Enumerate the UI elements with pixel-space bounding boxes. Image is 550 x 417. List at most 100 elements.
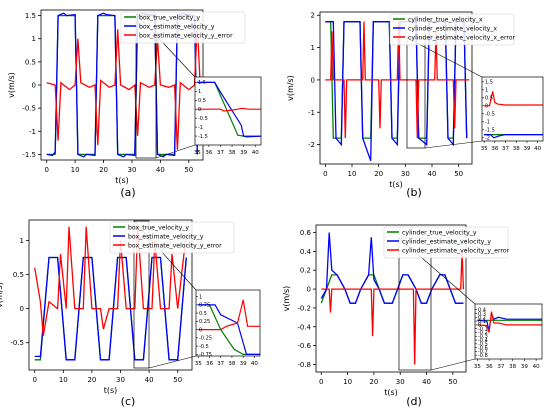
- x-axis-label: t(s): [389, 180, 403, 189]
- y-axis-label: v(m/s): [286, 75, 295, 101]
- x-tick-label: 0: [32, 376, 36, 384]
- inset-x-tick-label: 36: [491, 146, 498, 152]
- inset-y-tick-label: 0: [198, 107, 201, 113]
- y-tick-label: 1: [32, 35, 36, 43]
- inset-series-line-2: [198, 299, 260, 331]
- inset-x-tick-label: 39: [523, 146, 530, 152]
- inset-series-line-1: [484, 134, 543, 139]
- inset-y-tick-label: 0.2: [478, 315, 486, 321]
- inset-y-tick-label: 0: [199, 327, 202, 333]
- x-tick-label: 30: [116, 376, 125, 384]
- panel-caption: (a): [120, 186, 135, 199]
- legend-label: box_true_velocity_y: [128, 225, 189, 232]
- inset-series-line-1: [198, 304, 260, 355]
- legend-box: [120, 11, 246, 44]
- inset-y-tick-label: -2: [485, 136, 490, 142]
- inset-y-tick-label: -1.5: [485, 128, 495, 134]
- inset-x-tick-label: 35: [195, 361, 202, 367]
- inset-y-tick-label: 0.3: [478, 311, 486, 317]
- inset-y-tick-label: -0.1: [478, 326, 488, 332]
- zoom-connector: [424, 140, 483, 149]
- plot-frame: [28, 219, 193, 371]
- inset-series-line-2: [197, 107, 261, 112]
- inset-x-tick-label: 36: [486, 364, 493, 370]
- legend-label: cylinder_estimate_velocity_y: [402, 239, 491, 246]
- x-tick-label: 40: [422, 378, 431, 386]
- legend-box: [109, 221, 235, 254]
- x-tick-label: 30: [401, 170, 410, 178]
- y-axis-label: v(m/s): [7, 72, 16, 98]
- y-tick-label: -0.8: [297, 361, 311, 369]
- legend-label: box_estimate_velocity_y_error: [139, 33, 233, 40]
- legend-label: box_estimate_velocity_y: [128, 234, 204, 241]
- inset-y-tick-label: -1.5: [198, 134, 208, 140]
- panel-caption: (c): [121, 395, 136, 408]
- series-line-1: [320, 232, 464, 304]
- inset-x-tick-label: 39: [240, 361, 247, 367]
- series-line-1: [46, 12, 198, 158]
- legend: box_true_velocity_y box_estimate_velocity…: [109, 221, 235, 254]
- y-tick-label: 0.6: [300, 229, 312, 237]
- x-tick-label: 10: [348, 170, 357, 178]
- y-tick-label: -0.6: [297, 342, 311, 350]
- inset-frame: [474, 303, 543, 360]
- zoom-connector: [430, 358, 476, 371]
- chart-panel-3: 0 10 20 30 40 50-0.8-0.6-0.4-0.200.20.40.6t(s…: [282, 224, 543, 408]
- y-tick-label: -0.5: [10, 339, 24, 347]
- legend: box_true_velocity_y box_estimate_velocity…: [120, 11, 246, 44]
- inset-y-tick-label: 1: [199, 294, 202, 300]
- chart-panel-1: 0 10 20 30 40 50-2-1012t(s)v(m/s)cylinder_tru…: [286, 11, 544, 199]
- inset-background: [482, 77, 543, 141]
- x-axis-label: t(s): [104, 386, 118, 395]
- y-tick-label: 0.5: [25, 58, 36, 66]
- y-tick-label: 1: [20, 237, 24, 245]
- inset-y-tick-label: -0.5: [485, 112, 495, 118]
- inset-plot: 35 36 37 38 39 40 1.5 1 0.5 0 -0.5 -1 -1.5 -2: [481, 76, 544, 152]
- legend-label: box_true_velocity_y: [139, 15, 200, 22]
- inset-y-tick-label: 1.5: [485, 80, 493, 86]
- y-tick-label: 0.2: [300, 267, 311, 275]
- y-tick-label: -1.5: [22, 151, 36, 159]
- x-tick-label: 20: [374, 170, 383, 178]
- series-line-2: [34, 226, 187, 337]
- y-axis-label: v(m/s): [0, 282, 4, 308]
- inset-background: [475, 304, 542, 359]
- inset-y-tick-label: 0.25: [199, 319, 210, 325]
- y-tick-label: 0: [32, 82, 36, 90]
- y-tick-label: 0: [20, 305, 24, 313]
- plot-frame: [315, 224, 467, 373]
- zoom-connector: [148, 355, 197, 369]
- inset-background: [196, 290, 260, 356]
- x-tick-label: 50: [173, 376, 182, 384]
- inset-x-tick-label: 36: [206, 361, 213, 367]
- legend: cylinder_true_velocity_x cylinder_estimat…: [389, 13, 516, 46]
- panel-caption: (b): [406, 186, 422, 199]
- inset-y-tick-label: 0.5: [485, 96, 493, 102]
- x-tick-label: 0: [323, 170, 327, 178]
- inset-x-tick-label: 40: [251, 361, 258, 367]
- inset-y-tick-label: 1.5: [198, 80, 206, 86]
- y-tick-label: -0.5: [22, 105, 36, 113]
- series-line-2: [321, 251, 465, 365]
- x-axis-label: t(s): [115, 176, 129, 185]
- inset-y-tick-label: 1: [485, 88, 488, 94]
- inset-y-tick-label: -0.5: [478, 342, 488, 348]
- inset-x-tick-label: 38: [513, 146, 520, 152]
- inset-x-tick-label: 36: [205, 150, 212, 156]
- inset-series-line-1: [197, 81, 261, 138]
- y-tick-label: 2: [311, 12, 315, 20]
- x-tick-label: 30: [396, 378, 405, 386]
- y-tick-label: -2: [308, 141, 315, 149]
- inset-x-tick-label: 35: [481, 146, 488, 152]
- x-axis-label: t(s): [384, 388, 398, 397]
- x-tick-label: 20: [87, 376, 96, 384]
- x-tick-label: 50: [184, 166, 193, 174]
- x-tick-label: 30: [127, 166, 136, 174]
- inset-plot: 35 36 37 38 39 40 1 0.75 0.5 0.25 0 -0.25 -0.5 -0.75: [195, 289, 261, 367]
- y-tick-label: 1.5: [25, 12, 36, 20]
- x-tick-label: 0: [319, 378, 323, 386]
- legend-box: [383, 226, 509, 259]
- inset-series-line-2: [484, 91, 543, 107]
- x-tick-label: 10: [343, 378, 352, 386]
